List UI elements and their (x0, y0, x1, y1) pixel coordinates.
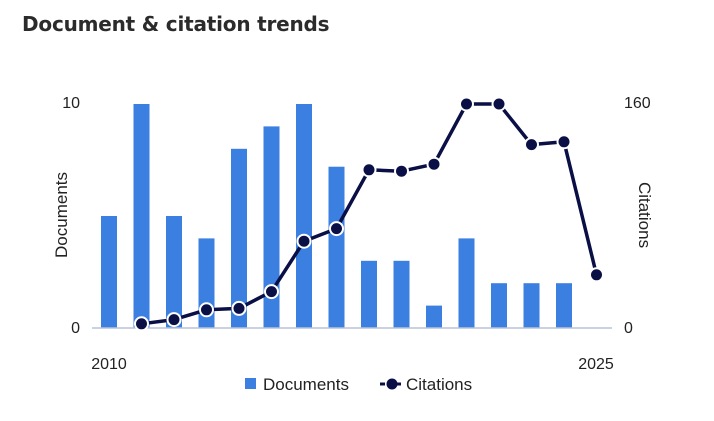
bar-documents-2010 (101, 216, 117, 328)
legend-documents-swatch (245, 378, 256, 389)
x-tick-first: 2010 (91, 356, 127, 373)
bar-documents-2015 (263, 126, 280, 329)
bar-documents-2019 (393, 260, 410, 328)
bar-documents-2022 (491, 283, 507, 328)
bar-documents-2024 (556, 283, 572, 328)
point-citations-2011 (134, 316, 149, 332)
point-citations-2025 (589, 267, 604, 283)
bar-documents-2014 (231, 148, 247, 328)
bar-documents-2020 (426, 305, 442, 328)
point-citations-2021 (459, 96, 474, 112)
point-citations-2018 (361, 162, 377, 178)
point-citations-2017 (329, 221, 344, 237)
y-left-axis-title: Documents (52, 172, 71, 258)
y-right-tick-min: 0 (624, 320, 633, 337)
point-citations-2020 (426, 156, 442, 172)
point-citations-2019 (394, 163, 409, 179)
bars-layer (101, 104, 572, 329)
point-citations-2013 (199, 302, 214, 318)
point-citations-2015 (264, 284, 279, 300)
point-citations-2022 (491, 96, 507, 112)
y-right-tick-max: 160 (624, 95, 651, 112)
bar-documents-2011 (133, 104, 150, 328)
y-right-axis-title: Citations (635, 182, 654, 248)
legend-documents-label: Documents (263, 375, 349, 394)
legend: Documents Citations (245, 375, 472, 394)
bar-documents-2023 (523, 283, 540, 328)
y-left-tick-max: 10 (62, 95, 80, 112)
legend-citations-label: Citations (406, 375, 472, 394)
y-left-tick-min: 0 (71, 320, 80, 337)
bar-documents-2017 (328, 166, 345, 328)
bar-documents-2016 (296, 104, 312, 328)
point-citations-2016 (296, 233, 312, 249)
legend-citations-marker (386, 378, 398, 390)
line-layer (134, 96, 604, 332)
bar-documents-2021 (458, 238, 475, 328)
bar-documents-2018 (361, 260, 377, 328)
bar-documents-2012 (166, 216, 182, 328)
point-citations-2023 (524, 137, 539, 153)
point-citations-2024 (556, 134, 572, 150)
point-citations-2014 (231, 300, 247, 316)
x-tick-last: 2025 (578, 356, 614, 373)
chart-title: Document & citation trends (22, 12, 330, 36)
point-citations-2012 (166, 312, 182, 328)
